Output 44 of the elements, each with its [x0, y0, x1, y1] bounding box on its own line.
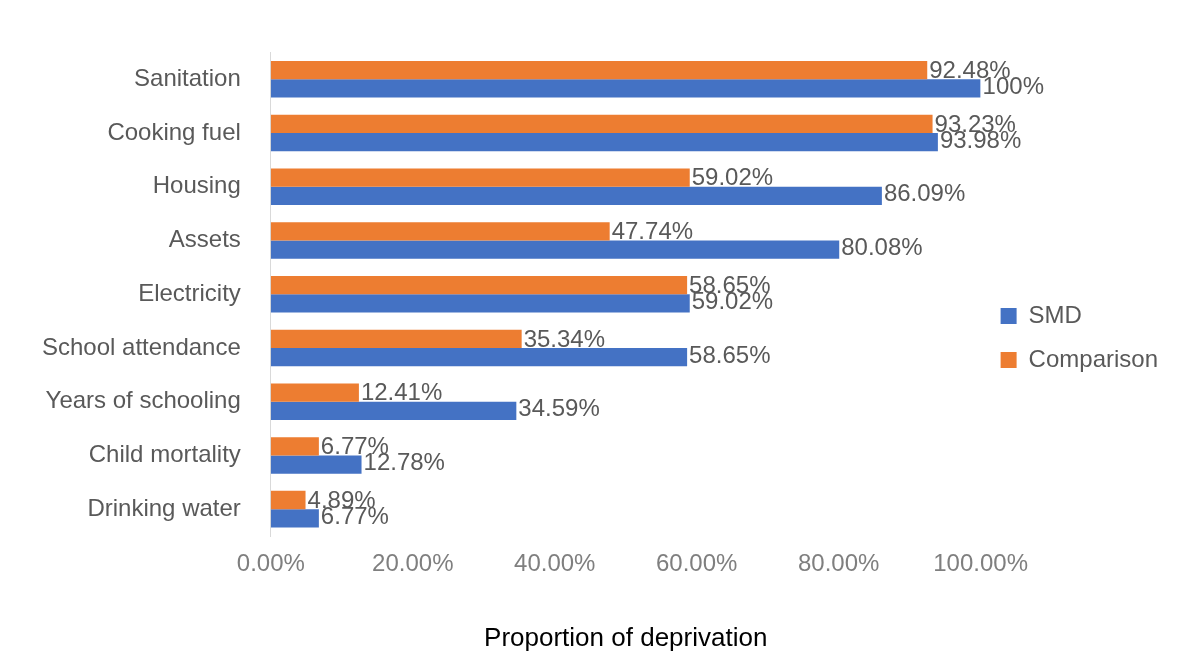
data-label: 47.74%	[611, 217, 694, 245]
bar	[270, 490, 306, 510]
y-tick-label: Child mortality	[88, 440, 241, 468]
legend-label: SMD	[1028, 300, 1082, 328]
bar	[270, 383, 359, 402]
data-label: 59.02%	[691, 163, 774, 191]
data-label: 34.59%	[518, 394, 600, 422]
bar	[270, 401, 517, 420]
x-tick-label: 20.00%	[372, 549, 454, 577]
bar	[270, 329, 522, 348]
y-tick-label: Housing	[152, 171, 241, 199]
bar	[270, 437, 319, 456]
y-tick-label: Cooking fuel	[107, 117, 241, 145]
bar	[270, 509, 319, 528]
bar	[270, 61, 928, 80]
y-tick-label: Drinking water	[87, 493, 241, 521]
bar	[270, 186, 882, 205]
x-tick-label: 0.00%	[236, 549, 305, 577]
data-label: 80.08%	[841, 233, 923, 261]
x-tick-label: 60.00%	[655, 549, 738, 577]
bar	[270, 240, 840, 259]
y-tick-label: Electricity	[138, 278, 241, 306]
bar	[270, 79, 981, 98]
data-label: 35.34%	[523, 324, 606, 352]
bar	[270, 168, 690, 187]
x-tick-label: 40.00%	[514, 549, 596, 577]
bar	[270, 294, 690, 313]
y-tick-label: School attendance	[41, 332, 241, 360]
x-axis-title: Proportion of deprivation	[484, 621, 768, 652]
data-label: 86.09%	[883, 179, 966, 207]
x-tick-label: 100.00%	[933, 549, 1028, 577]
x-tick-label: 80.00%	[797, 549, 880, 577]
y-tick-label: Sanitation	[134, 63, 241, 91]
bar	[270, 222, 610, 241]
bar	[270, 275, 688, 295]
bar	[270, 347, 688, 367]
bar	[270, 455, 362, 474]
legend-label: Comparison	[1028, 344, 1158, 372]
bar	[270, 133, 938, 152]
data-label: 58.65%	[689, 340, 771, 368]
data-label: 12.41%	[360, 378, 443, 406]
y-tick-label: Years of schooling	[45, 386, 241, 414]
y-tick-label: Assets	[168, 225, 241, 253]
bar	[270, 114, 933, 133]
